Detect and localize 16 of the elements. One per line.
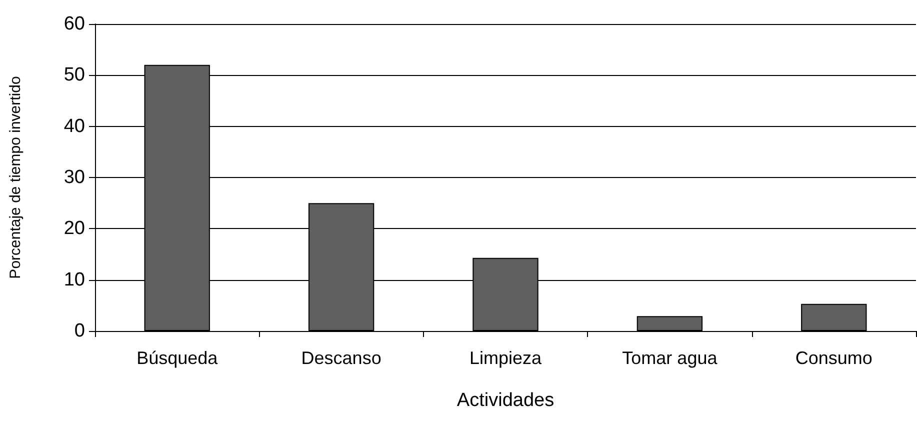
y-tick-label: 30 xyxy=(64,167,85,188)
bar xyxy=(636,316,703,331)
y-tick-label: 40 xyxy=(64,116,85,137)
bar xyxy=(801,304,867,331)
y-axis-title: Porcentaje de tiempo invertido xyxy=(7,76,24,279)
y-tick-label: 50 xyxy=(64,64,85,86)
x-tick-label: Búsqueda xyxy=(136,348,219,368)
y-tick-label: 60 xyxy=(64,14,85,34)
x-tick-label: Consumo xyxy=(795,348,872,368)
y-tick-label: 0 xyxy=(74,320,85,342)
x-tick-label: Descanso xyxy=(301,348,382,368)
x-tick-label: Tomar agua xyxy=(622,348,718,368)
x-tick-label: Limpieza xyxy=(469,348,542,368)
y-tick-label: 10 xyxy=(64,269,85,290)
y-tick-label: 20 xyxy=(64,218,85,240)
x-axis-title: Actividades xyxy=(456,390,554,411)
